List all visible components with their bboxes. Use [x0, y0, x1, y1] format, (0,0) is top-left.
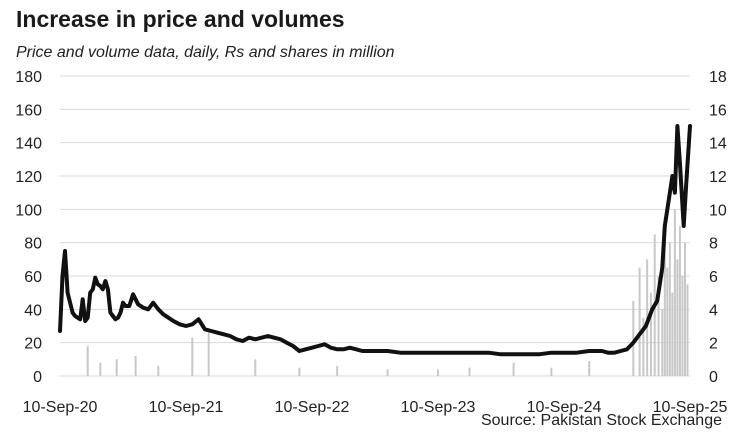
y-left-tick-label: 80 — [24, 236, 42, 253]
x-tick-label: 10-Sep-20 — [23, 399, 98, 416]
source-note: Source: Pakistan Stock Exchange — [480, 412, 722, 429]
y-right-tick-label: 18 — [709, 69, 727, 86]
y-right-tick-label: 6 — [709, 269, 718, 286]
y-right-tick-label: 14 — [709, 136, 727, 153]
price-line — [58, 124, 692, 357]
chart-title: Increase in price and volumes — [16, 6, 345, 32]
x-tick-label: 10-Sep-21 — [149, 399, 224, 416]
x-tick-label: 10-Sep-22 — [275, 399, 350, 416]
y-left-tick-label: 20 — [24, 336, 42, 353]
x-tick-label: 10-Sep-25 — [653, 399, 728, 416]
x-tick-label: 10-Sep-24 — [527, 399, 602, 416]
y-right-tick-label: 10 — [709, 202, 727, 219]
y-left-tick-label: 180 — [15, 69, 42, 86]
y-left-tick-label: 160 — [15, 102, 42, 119]
y-right-tick-label: 2 — [709, 336, 718, 353]
y-left-tick-label: 40 — [24, 302, 42, 319]
y-right-tick-label: 4 — [709, 302, 718, 319]
y-left-tick-label: 0 — [33, 369, 42, 386]
y-right-tick-label: 8 — [709, 236, 718, 253]
x-tick-label: 10-Sep-23 — [401, 399, 476, 416]
y-left-tick-label: 100 — [15, 202, 42, 219]
y-left-tick-label: 140 — [15, 136, 42, 153]
chart-subtitle: Price and volume data, daily, Rs and sha… — [16, 44, 395, 61]
y-right-tick-label: 0 — [709, 369, 718, 386]
y-left-tick-label: 120 — [15, 169, 42, 186]
y-left-tick-label: 60 — [24, 269, 42, 286]
y-right-tick-label: 12 — [709, 169, 727, 186]
y-right-tick-label: 16 — [709, 102, 727, 119]
